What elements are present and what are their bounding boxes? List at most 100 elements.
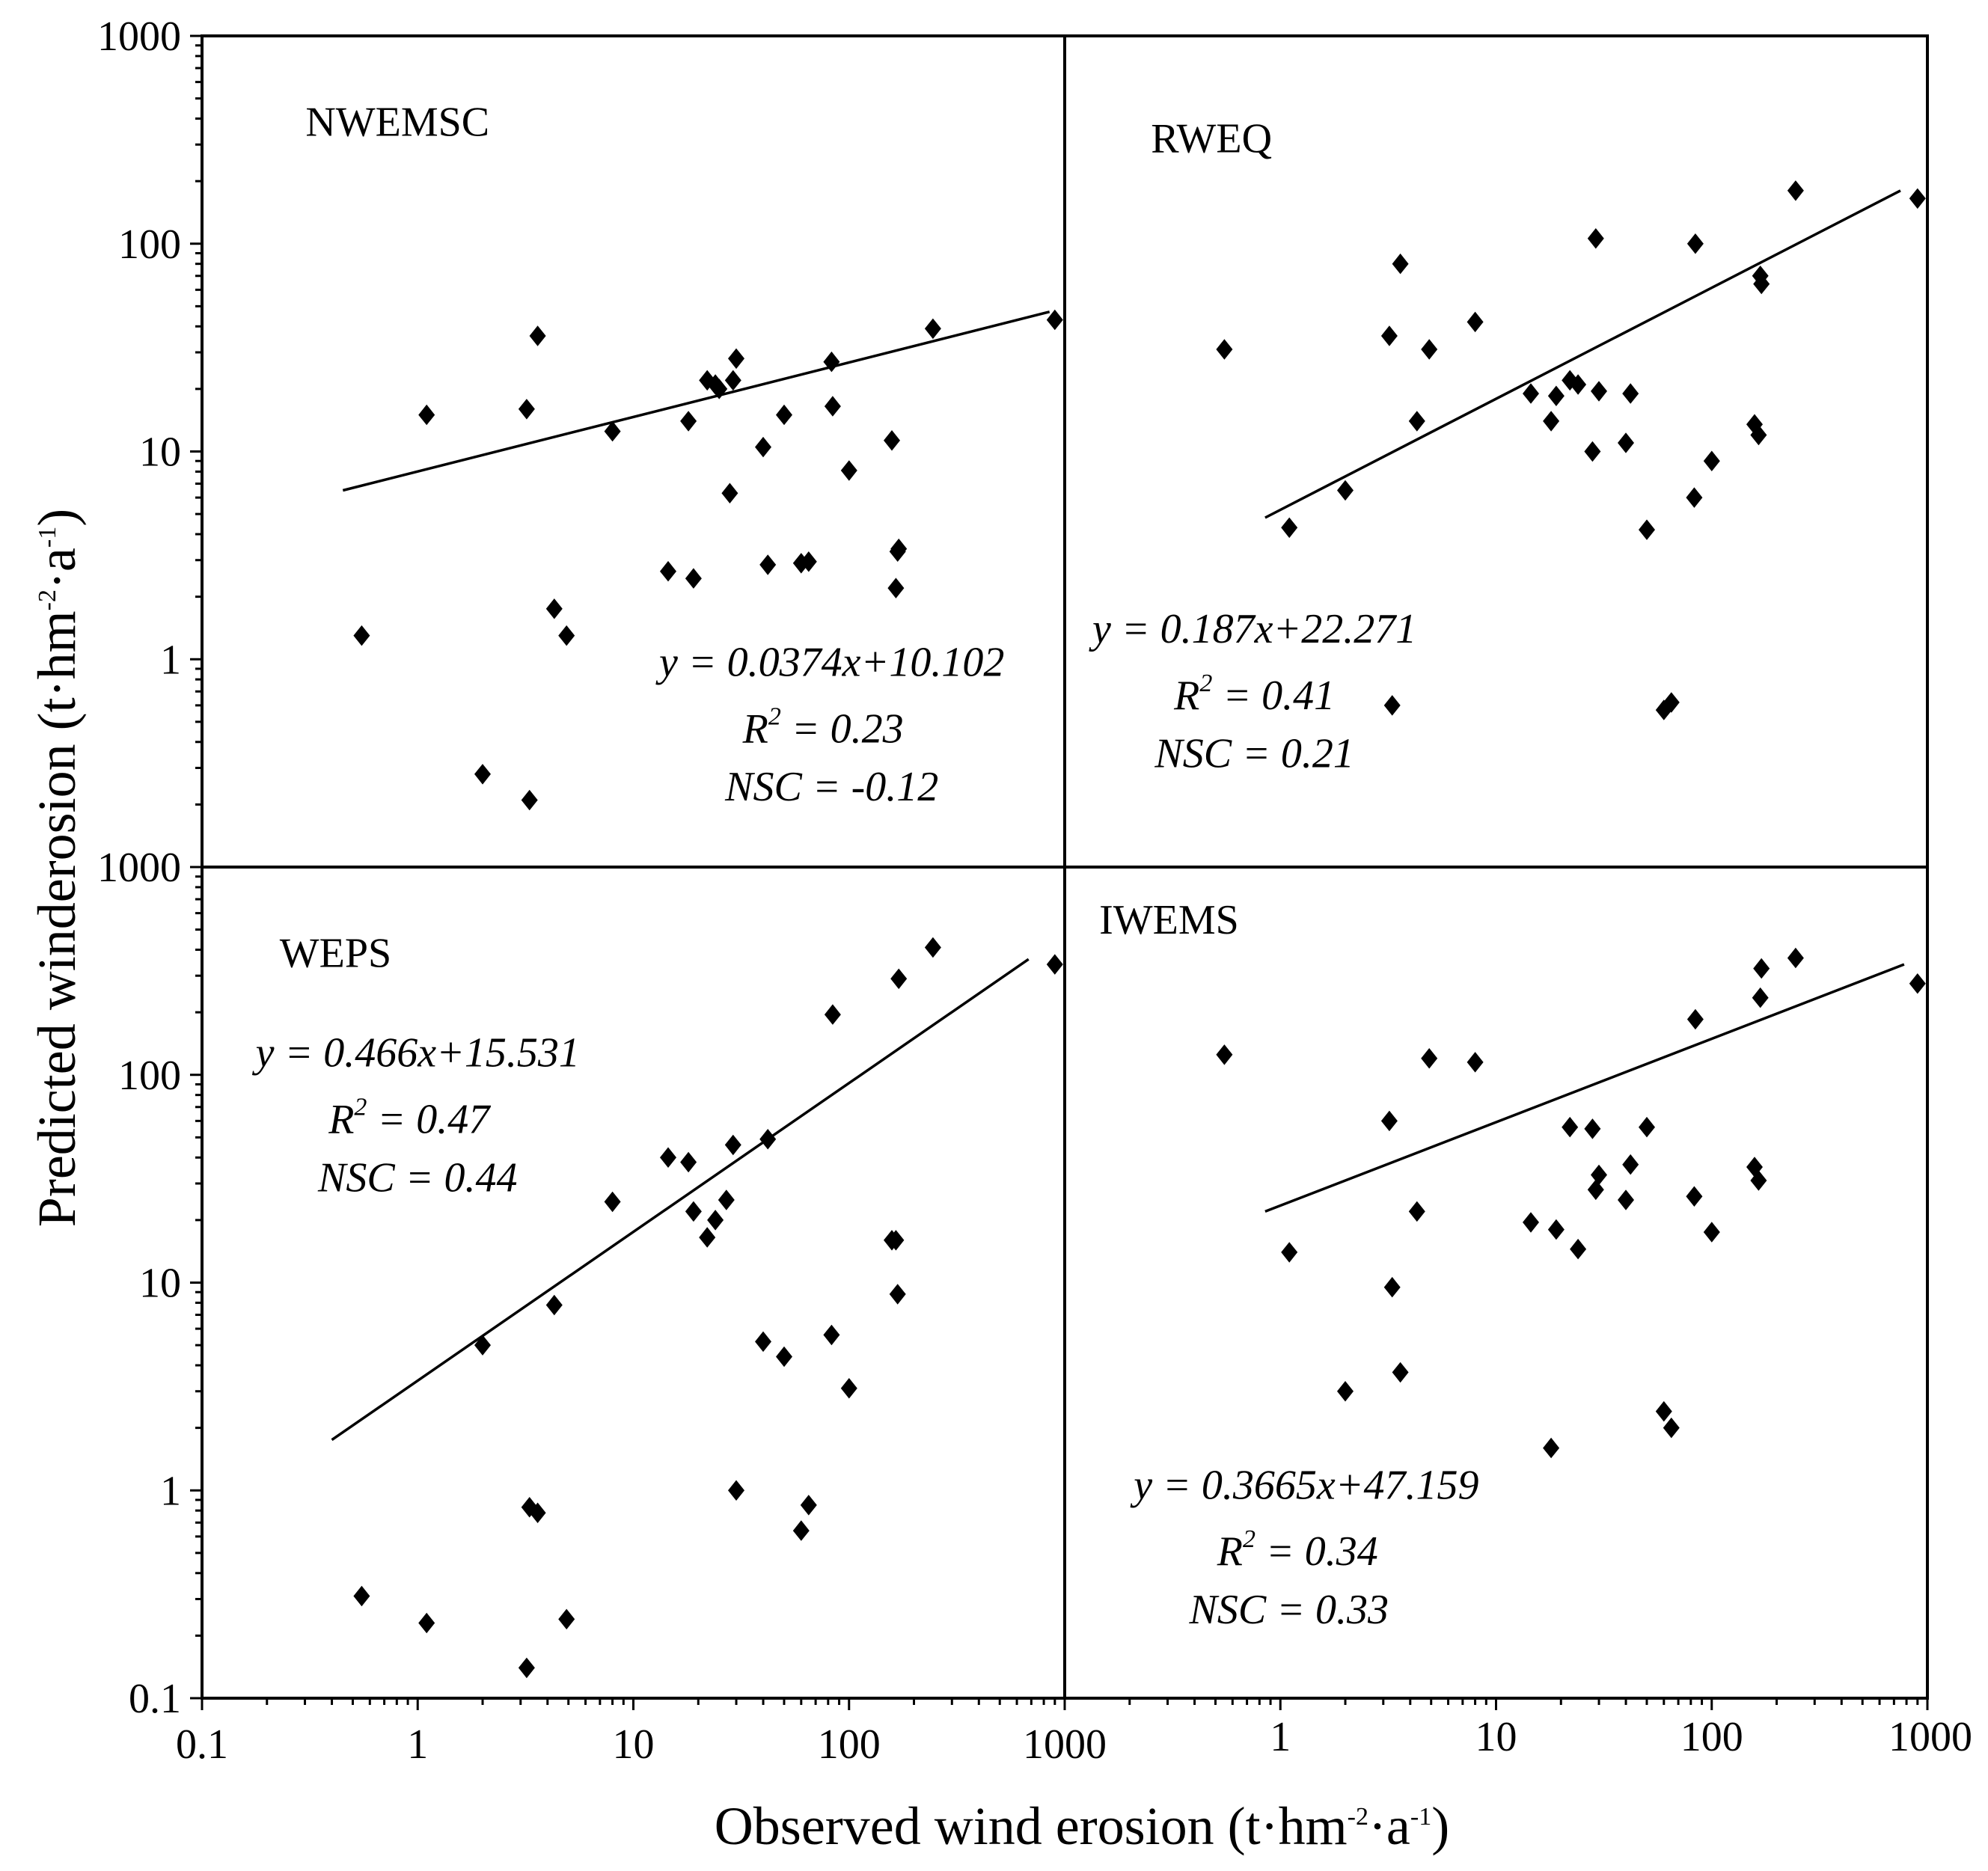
nsc-label-weps: NSC = 0.44 xyxy=(317,1154,518,1201)
data-point-iwems xyxy=(1622,1154,1639,1175)
data-point-iwems xyxy=(1543,1437,1560,1459)
data-point-nwemsc xyxy=(840,460,857,481)
data-point-iwems xyxy=(1703,1222,1720,1243)
data-point-rweq xyxy=(1686,233,1704,254)
data-point-rweq xyxy=(1686,487,1703,508)
text-labels: NWEMSC y = 0.0374x+10.102 R2 = 0.23 NSC = -… xyxy=(97,13,1972,1768)
data-point-weps xyxy=(558,1608,575,1630)
x-axis-title: Observed wind erosion (t·hm-2·a-1) xyxy=(715,1796,1449,1856)
data-point-weps xyxy=(792,1520,810,1541)
data-point-nwemsc xyxy=(545,598,563,619)
data-point-weps xyxy=(529,1502,546,1523)
equation-label-weps: y = 0.466x+15.531 xyxy=(252,1030,580,1077)
data-point-nwemsc xyxy=(724,370,741,391)
y-tick-label: 10 xyxy=(139,429,181,476)
data-point-nwemsc xyxy=(518,399,535,420)
data-point-iwems xyxy=(1383,1276,1401,1298)
data-point-iwems xyxy=(1570,1238,1587,1260)
x-tick-label: 0.1 xyxy=(176,1721,228,1768)
data-point-weps xyxy=(728,1480,744,1501)
data-point-rweq xyxy=(1703,450,1720,471)
y-tick-label: 0.1 xyxy=(129,1676,181,1722)
data-point-rweq xyxy=(1216,339,1233,360)
data-point-iwems xyxy=(1587,1179,1604,1201)
panel-frame-iwems xyxy=(1063,866,1929,1700)
data-point-weps xyxy=(707,1210,724,1231)
y-tick-label: 10 xyxy=(139,1261,181,1307)
data-point-weps xyxy=(521,1497,538,1518)
data-point-weps xyxy=(889,1284,906,1305)
data-point-weps xyxy=(418,1612,435,1634)
data-point-weps xyxy=(890,968,908,990)
data-point-rweq xyxy=(1392,253,1409,275)
data-point-nwemsc xyxy=(721,483,738,503)
data-point-rweq xyxy=(1547,385,1565,406)
data-point-weps xyxy=(724,1134,741,1156)
data-point-rweq xyxy=(1591,381,1607,402)
data-point-rweq xyxy=(1421,339,1438,360)
data-point-nwemsc xyxy=(728,348,744,370)
data-point-nwemsc xyxy=(418,404,435,426)
data-point-iwems xyxy=(1787,947,1804,969)
panel-frame-nwemsc xyxy=(201,34,1066,869)
panel-title-rweq: RWEQ xyxy=(1151,116,1272,162)
data-point-iwems xyxy=(1281,1242,1298,1263)
data-point-nwemsc xyxy=(529,325,546,346)
data-point-iwems xyxy=(1584,1118,1601,1139)
data-point-weps xyxy=(759,1129,777,1150)
data-point-rweq xyxy=(1622,383,1639,404)
panel-frames xyxy=(201,34,1929,1700)
data-point-iwems xyxy=(1547,1219,1565,1240)
data-point-weps xyxy=(824,1004,841,1025)
data-point-nwemsc xyxy=(800,551,817,572)
data-point-weps xyxy=(755,1331,771,1353)
data-point-iwems xyxy=(1618,1189,1634,1210)
data-point-rweq xyxy=(1618,432,1634,453)
x-tick-label: 1000 xyxy=(1888,1714,1972,1760)
panel-title-iwems: IWEMS xyxy=(1099,897,1239,943)
equation-label-iwems: y = 0.3665x+47.159 xyxy=(1130,1462,1478,1508)
data-point-iwems xyxy=(1686,1008,1704,1030)
data-point-iwems xyxy=(1562,1116,1579,1138)
data-point-weps xyxy=(353,1585,370,1607)
data-point-iwems xyxy=(1663,1417,1680,1439)
data-point-rweq xyxy=(1281,517,1298,539)
data-point-rweq xyxy=(1543,411,1560,432)
data-point-nwemsc xyxy=(776,404,792,426)
data-point-nwemsc xyxy=(887,578,905,598)
data-point-nwemsc xyxy=(755,436,771,458)
data-point-nwemsc xyxy=(759,554,777,575)
nsc-label-rweq: NSC = 0.21 xyxy=(1154,731,1354,777)
axis-ticks xyxy=(190,34,1929,1710)
data-point-rweq xyxy=(1523,383,1539,404)
data-point-weps xyxy=(924,937,941,958)
data-point-weps xyxy=(776,1346,792,1368)
r2-label-nwemsc: R2 = 0.23 xyxy=(742,702,904,752)
x-tick-label: 1 xyxy=(407,1721,428,1768)
nsc-label-nwemsc: NSC = -0.12 xyxy=(724,764,938,810)
data-point-rweq xyxy=(1408,411,1425,432)
data-point-iwems xyxy=(1392,1362,1409,1383)
panel-frame-weps xyxy=(201,866,1066,1700)
y-tick-label: 100 xyxy=(118,221,181,268)
data-point-rweq xyxy=(1787,180,1804,201)
data-point-nwemsc xyxy=(680,411,697,432)
x-tick-label: 100 xyxy=(1680,1714,1743,1760)
r2-label-iwems: R2 = 0.34 xyxy=(1217,1525,1378,1575)
data-point-iwems xyxy=(1753,958,1770,979)
data-point-rweq xyxy=(1383,695,1401,716)
data-points xyxy=(353,180,1926,1679)
fit-line-nwemsc xyxy=(342,310,1050,492)
r2-label-weps: R2 = 0.47 xyxy=(328,1094,491,1143)
data-point-iwems xyxy=(1337,1381,1354,1402)
data-point-rweq xyxy=(1750,424,1767,446)
y-tick-label: 100 xyxy=(118,1053,181,1099)
data-point-weps xyxy=(718,1189,735,1210)
data-point-rweq xyxy=(1587,228,1604,249)
fit-line-rweq xyxy=(1264,189,1901,519)
x-tick-label: 1000 xyxy=(1023,1721,1107,1768)
data-point-nwemsc xyxy=(685,568,702,589)
data-point-iwems xyxy=(1408,1201,1425,1222)
equation-label-nwemsc: y = 0.0374x+10.102 xyxy=(655,639,1004,685)
data-point-weps xyxy=(800,1495,817,1516)
